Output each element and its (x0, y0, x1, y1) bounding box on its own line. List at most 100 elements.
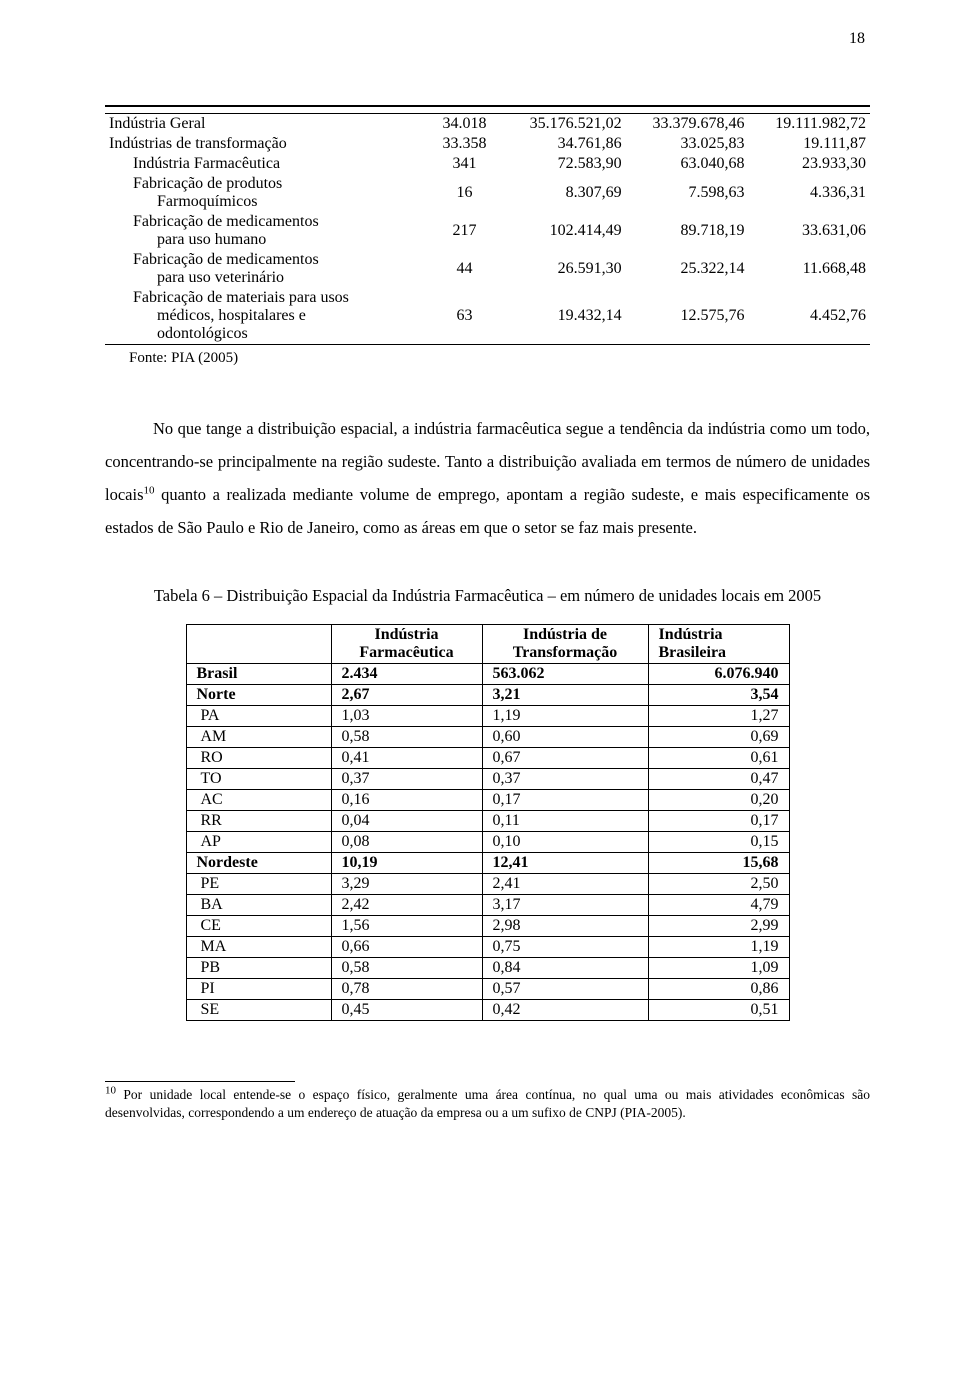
footnote-rule (105, 1081, 295, 1082)
footnote-text: Por unidade local entende-se o espaço fí… (105, 1087, 870, 1120)
table-row-label: MA (186, 936, 331, 957)
table-cell: 0,69 (648, 726, 789, 747)
table-cell: 0,08 (331, 831, 482, 852)
table-row-label: PA (186, 705, 331, 726)
t2-h1: IndústriaFarmacêutica (331, 624, 482, 663)
table-cell: 0,47 (648, 768, 789, 789)
table-row-label: PI (186, 978, 331, 999)
table-row-label: CE (186, 915, 331, 936)
table-cell: 33.379.678,46 (626, 114, 749, 135)
t2-h2: Indústria deTransformação (482, 624, 648, 663)
t2-h0 (186, 624, 331, 663)
table-cell: 89.718,19 (626, 212, 749, 250)
table-cell: 4.336,31 (749, 174, 870, 212)
table-row-label: PB (186, 957, 331, 978)
table-cell: 1,03 (331, 705, 482, 726)
table-cell: 0,16 (331, 789, 482, 810)
table-cell: 2,98 (482, 915, 648, 936)
table-cell: 44 (426, 250, 503, 288)
table-cell: 0,61 (648, 747, 789, 768)
table-row-label: Brasil (186, 663, 331, 684)
footnote: 10 Por unidade local entende-se o espaço… (105, 1086, 870, 1122)
table-cell: 0,75 (482, 936, 648, 957)
table-cell: 23.933,30 (749, 154, 870, 174)
table-cell: 12.575,76 (626, 288, 749, 345)
table-cell: 0,20 (648, 789, 789, 810)
table-cell: 0,04 (331, 810, 482, 831)
table-row-label: RR (186, 810, 331, 831)
table-cell: 0,86 (648, 978, 789, 999)
table-cell: 35.176.521,02 (503, 114, 626, 135)
table-cell: 6.076.940 (648, 663, 789, 684)
table-row-label: Indústrias de transformação (105, 134, 426, 154)
table-cell: 3,17 (482, 894, 648, 915)
table-cell: 0,15 (648, 831, 789, 852)
table-cell: 10,19 (331, 852, 482, 873)
table-cell: 4.452,76 (749, 288, 870, 345)
table-cell: 341 (426, 154, 503, 174)
table-cell: 3,21 (482, 684, 648, 705)
table-cell: 8.307,69 (503, 174, 626, 212)
table-row-label: TO (186, 768, 331, 789)
table-cell: 19.111.982,72 (749, 114, 870, 135)
table-cell: 11.668,48 (749, 250, 870, 288)
table-row-label: Fabricação de materiais para usosmédicos… (105, 288, 426, 345)
table-cell: 0,78 (331, 978, 482, 999)
table-row-label: RO (186, 747, 331, 768)
table-cell: 1,19 (648, 936, 789, 957)
page-number: 18 (849, 30, 865, 48)
t2-h3: IndústriaBrasileira (648, 624, 789, 663)
table-cell: 63 (426, 288, 503, 345)
table-row-label: AM (186, 726, 331, 747)
table-cell: 26.591,30 (503, 250, 626, 288)
summary-table: Indústria Geral34.01835.176.521,0233.379… (105, 105, 870, 348)
table-cell: 7.598,63 (626, 174, 749, 212)
table-cell: 4,79 (648, 894, 789, 915)
table-cell: 19.111,87 (749, 134, 870, 154)
table-cell: 33.025,83 (626, 134, 749, 154)
table-cell: 25.322,14 (626, 250, 749, 288)
table-cell: 0,84 (482, 957, 648, 978)
table-cell: 33.358 (426, 134, 503, 154)
table-row-label: PE (186, 873, 331, 894)
table-cell: 0,66 (331, 936, 482, 957)
table-cell: 19.432,14 (503, 288, 626, 345)
table-cell: 72.583,90 (503, 154, 626, 174)
table-cell: 33.631,06 (749, 212, 870, 250)
table-cell: 0,41 (331, 747, 482, 768)
table-row-label: Fabricação de medicamentospara uso human… (105, 212, 426, 250)
table-row-label: BA (186, 894, 331, 915)
table-cell: 0,11 (482, 810, 648, 831)
footnote-number: 10 (105, 1084, 116, 1096)
table-row-label: Nordeste (186, 852, 331, 873)
body-text-2: quanto a realizada mediante volume de em… (105, 485, 870, 537)
table-cell: 34.018 (426, 114, 503, 135)
footnote-ref: 10 (144, 485, 155, 497)
table-cell: 0,57 (482, 978, 648, 999)
table-cell: 0,10 (482, 831, 648, 852)
table-cell: 0,60 (482, 726, 648, 747)
table-cell: 3,54 (648, 684, 789, 705)
table-cell: 34.761,86 (503, 134, 626, 154)
table-cell: 2,41 (482, 873, 648, 894)
table-row-label: Norte (186, 684, 331, 705)
table-cell: 2,50 (648, 873, 789, 894)
table-cell: 1,27 (648, 705, 789, 726)
table-row-label: Fabricação de medicamentospara uso veter… (105, 250, 426, 288)
table-cell: 1,19 (482, 705, 648, 726)
table-cell: 3,29 (331, 873, 482, 894)
table-cell: 16 (426, 174, 503, 212)
table-cell: 0,37 (482, 768, 648, 789)
table-cell: 0,45 (331, 999, 482, 1020)
table-cell: 217 (426, 212, 503, 250)
table-row-label: AP (186, 831, 331, 852)
table-cell: 63.040,68 (626, 154, 749, 174)
table2-title: Tabela 6 – Distribuição Espacial da Indú… (105, 584, 870, 609)
table-cell: 15,68 (648, 852, 789, 873)
table-cell: 2,67 (331, 684, 482, 705)
table-row-label: SE (186, 999, 331, 1020)
table-cell: 0,17 (482, 789, 648, 810)
table-row-label: Fabricação de produtosFarmoquímicos (105, 174, 426, 212)
table-row-label: Indústria Farmacêutica (105, 154, 426, 174)
table1-source: Fonte: PIA (2005) (105, 350, 870, 367)
